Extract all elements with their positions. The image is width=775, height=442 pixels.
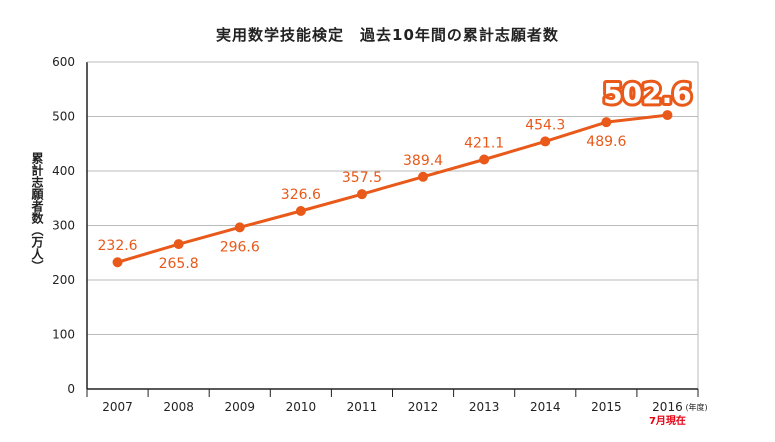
data-label: 454.3 — [525, 117, 565, 133]
data-point — [173, 239, 184, 250]
data-label: 489.6 — [586, 134, 626, 150]
data-point — [479, 154, 490, 165]
y-axis-label: 累計志願者数（万人） — [30, 152, 44, 272]
data-label: 296.6 — [220, 239, 260, 255]
x-tick-label: 2013 — [469, 400, 500, 414]
y-tick-label: 400 — [52, 164, 75, 178]
data-point — [112, 257, 123, 268]
data-point — [418, 171, 429, 182]
y-tick-label: 600 — [52, 55, 75, 69]
x-tick-label: 2011 — [347, 400, 378, 414]
x-tick-label: 2015 — [591, 400, 622, 414]
data-label: 421.1 — [464, 136, 504, 152]
data-point — [540, 136, 551, 147]
x-tick-label: 2016 — [652, 400, 683, 414]
y-tick-label: 200 — [52, 273, 75, 287]
x-tick-label: 2009 — [224, 400, 255, 414]
data-label: 357.5 — [342, 170, 382, 186]
x-tick-label: 2010 — [286, 400, 317, 414]
data-label: 389.4 — [403, 153, 443, 169]
x-tick-label: 2012 — [408, 400, 439, 414]
series-line — [117, 113, 668, 264]
y-tick-label: 0 — [67, 382, 75, 396]
y-tick-label: 500 — [52, 110, 75, 124]
y-tick-label: 100 — [52, 328, 75, 342]
x-tick-label: 2014 — [530, 400, 561, 414]
data-point — [662, 110, 673, 121]
data-point — [234, 222, 245, 233]
x-unit-label: (年度) — [685, 402, 707, 412]
data-point — [356, 189, 367, 200]
data-point — [295, 206, 306, 217]
y-tick-label: 300 — [52, 219, 75, 233]
data-point — [601, 117, 612, 128]
x-tick-label: 2007 — [102, 400, 133, 414]
data-label: 326.6 — [281, 187, 321, 203]
x-tick-label: 2008 — [163, 400, 194, 414]
data-label: 232.6 — [98, 238, 138, 254]
note-label: 7月現在 — [649, 414, 686, 427]
chart-title: 実用数学技能検定 過去10年間の累計志願者数 — [216, 26, 559, 44]
data-label: 265.8 — [159, 256, 199, 272]
data-label-highlight: 502.6 — [603, 77, 692, 110]
